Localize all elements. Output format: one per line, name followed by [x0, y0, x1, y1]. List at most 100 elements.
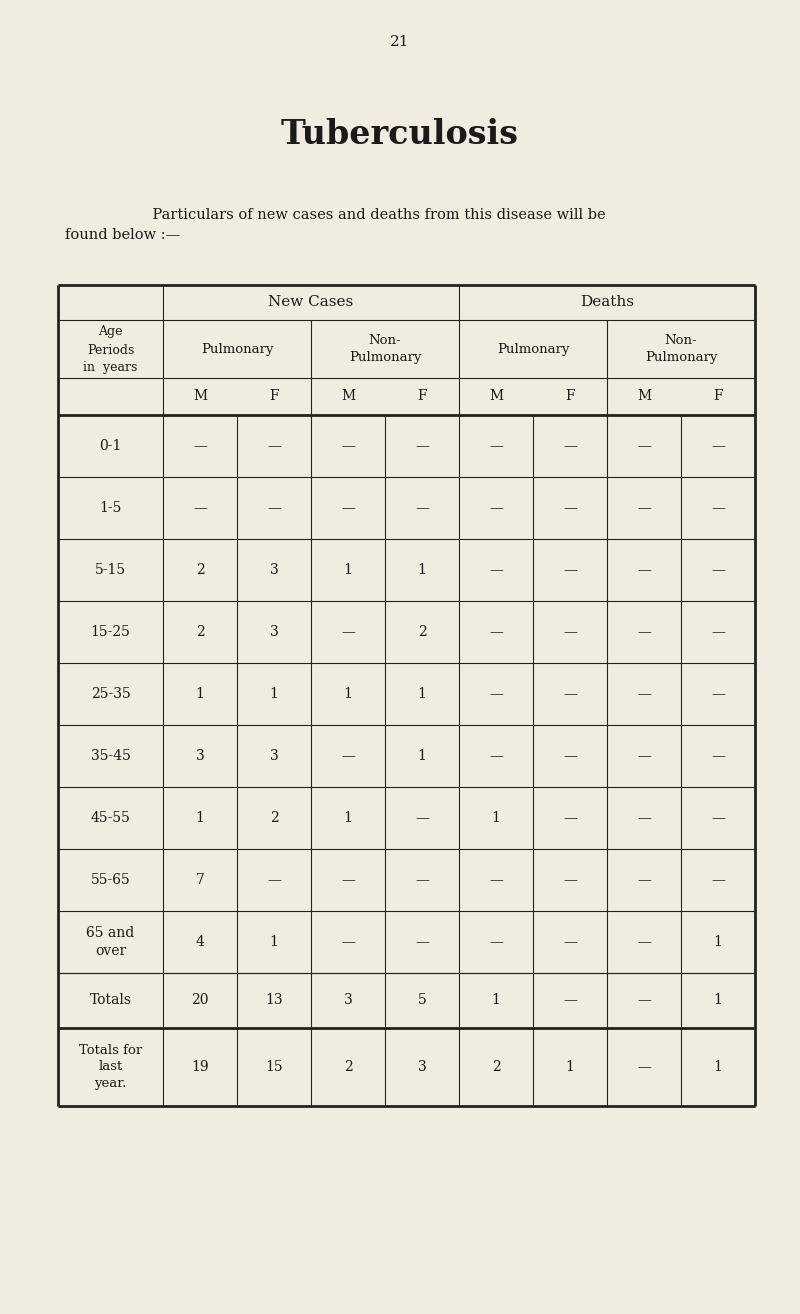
Text: —: —: [489, 936, 503, 949]
Text: 1: 1: [418, 749, 426, 763]
Text: 1: 1: [714, 1060, 722, 1074]
Text: 55-65: 55-65: [90, 872, 130, 887]
Text: F: F: [269, 389, 279, 403]
Text: 45-55: 45-55: [90, 811, 130, 825]
Text: 1: 1: [491, 993, 501, 1008]
Text: Non-
Pulmonary: Non- Pulmonary: [349, 335, 422, 364]
Text: 4: 4: [195, 936, 205, 949]
Text: —: —: [637, 501, 651, 515]
Text: 1: 1: [195, 687, 205, 700]
Text: —: —: [489, 501, 503, 515]
Text: —: —: [711, 625, 725, 639]
Text: —: —: [341, 439, 355, 453]
Text: —: —: [415, 439, 429, 453]
Text: —: —: [637, 1060, 651, 1074]
Text: —: —: [563, 749, 577, 763]
Text: —: —: [637, 687, 651, 700]
Text: 2: 2: [196, 625, 204, 639]
Text: —: —: [637, 749, 651, 763]
Text: 2: 2: [270, 811, 278, 825]
Text: —: —: [563, 625, 577, 639]
Text: —: —: [341, 749, 355, 763]
Text: —: —: [711, 687, 725, 700]
Text: —: —: [415, 501, 429, 515]
Text: 5-15: 5-15: [95, 562, 126, 577]
Text: —: —: [711, 811, 725, 825]
Text: F: F: [565, 389, 575, 403]
Text: 3: 3: [270, 749, 278, 763]
Text: 65 and
over: 65 and over: [86, 926, 134, 958]
Text: —: —: [637, 993, 651, 1008]
Text: —: —: [489, 439, 503, 453]
Text: —: —: [637, 872, 651, 887]
Text: 2: 2: [196, 562, 204, 577]
Text: —: —: [193, 439, 207, 453]
Text: —: —: [267, 872, 281, 887]
Text: —: —: [489, 562, 503, 577]
Text: 3: 3: [270, 562, 278, 577]
Text: —: —: [415, 811, 429, 825]
Text: —: —: [341, 872, 355, 887]
Text: —: —: [563, 687, 577, 700]
Text: —: —: [637, 562, 651, 577]
Text: 1: 1: [714, 936, 722, 949]
Text: M: M: [341, 389, 355, 403]
Text: —: —: [193, 501, 207, 515]
Text: —: —: [489, 687, 503, 700]
Text: 1: 1: [566, 1060, 574, 1074]
Text: —: —: [711, 872, 725, 887]
Text: 1: 1: [491, 811, 501, 825]
Text: —: —: [711, 501, 725, 515]
Text: 1: 1: [714, 993, 722, 1008]
Text: F: F: [713, 389, 723, 403]
Text: 2: 2: [418, 625, 426, 639]
Text: 3: 3: [196, 749, 204, 763]
Text: 19: 19: [191, 1060, 209, 1074]
Text: M: M: [193, 389, 207, 403]
Text: 1-5: 1-5: [99, 501, 122, 515]
Text: —: —: [341, 625, 355, 639]
Text: 15-25: 15-25: [90, 625, 130, 639]
Text: —: —: [563, 811, 577, 825]
Text: —: —: [489, 872, 503, 887]
Text: —: —: [711, 749, 725, 763]
Text: —: —: [563, 993, 577, 1008]
Text: Non-
Pulmonary: Non- Pulmonary: [645, 335, 718, 364]
Text: —: —: [267, 439, 281, 453]
Text: M: M: [489, 389, 503, 403]
Text: 7: 7: [195, 872, 205, 887]
Text: —: —: [341, 936, 355, 949]
Text: Totals: Totals: [90, 993, 131, 1008]
Text: —: —: [637, 625, 651, 639]
Text: 1: 1: [270, 936, 278, 949]
Text: —: —: [563, 936, 577, 949]
Text: —: —: [415, 872, 429, 887]
Text: —: —: [341, 501, 355, 515]
Text: Particulars of new cases and deaths from this disease will be: Particulars of new cases and deaths from…: [134, 208, 606, 222]
Text: 1: 1: [343, 562, 353, 577]
Text: —: —: [563, 872, 577, 887]
Text: —: —: [415, 936, 429, 949]
Text: found below :—: found below :—: [65, 229, 180, 242]
Text: 3: 3: [418, 1060, 426, 1074]
Text: —: —: [267, 501, 281, 515]
Text: 25-35: 25-35: [90, 687, 130, 700]
Text: —: —: [563, 501, 577, 515]
Text: F: F: [417, 389, 427, 403]
Text: 1: 1: [418, 562, 426, 577]
Text: 13: 13: [265, 993, 283, 1008]
Text: Age
Periods
in  years: Age Periods in years: [83, 326, 138, 374]
Text: Pulmonary: Pulmonary: [497, 343, 570, 356]
Text: Totals for
last
year.: Totals for last year.: [79, 1043, 142, 1091]
Text: 20: 20: [191, 993, 209, 1008]
Text: —: —: [563, 439, 577, 453]
Text: —: —: [711, 562, 725, 577]
Text: 1: 1: [343, 811, 353, 825]
Text: 1: 1: [195, 811, 205, 825]
Text: 1: 1: [343, 687, 353, 700]
Text: 15: 15: [265, 1060, 283, 1074]
Text: 3: 3: [344, 993, 352, 1008]
Text: 0-1: 0-1: [99, 439, 122, 453]
Text: New Cases: New Cases: [268, 296, 354, 310]
Text: 35-45: 35-45: [90, 749, 130, 763]
